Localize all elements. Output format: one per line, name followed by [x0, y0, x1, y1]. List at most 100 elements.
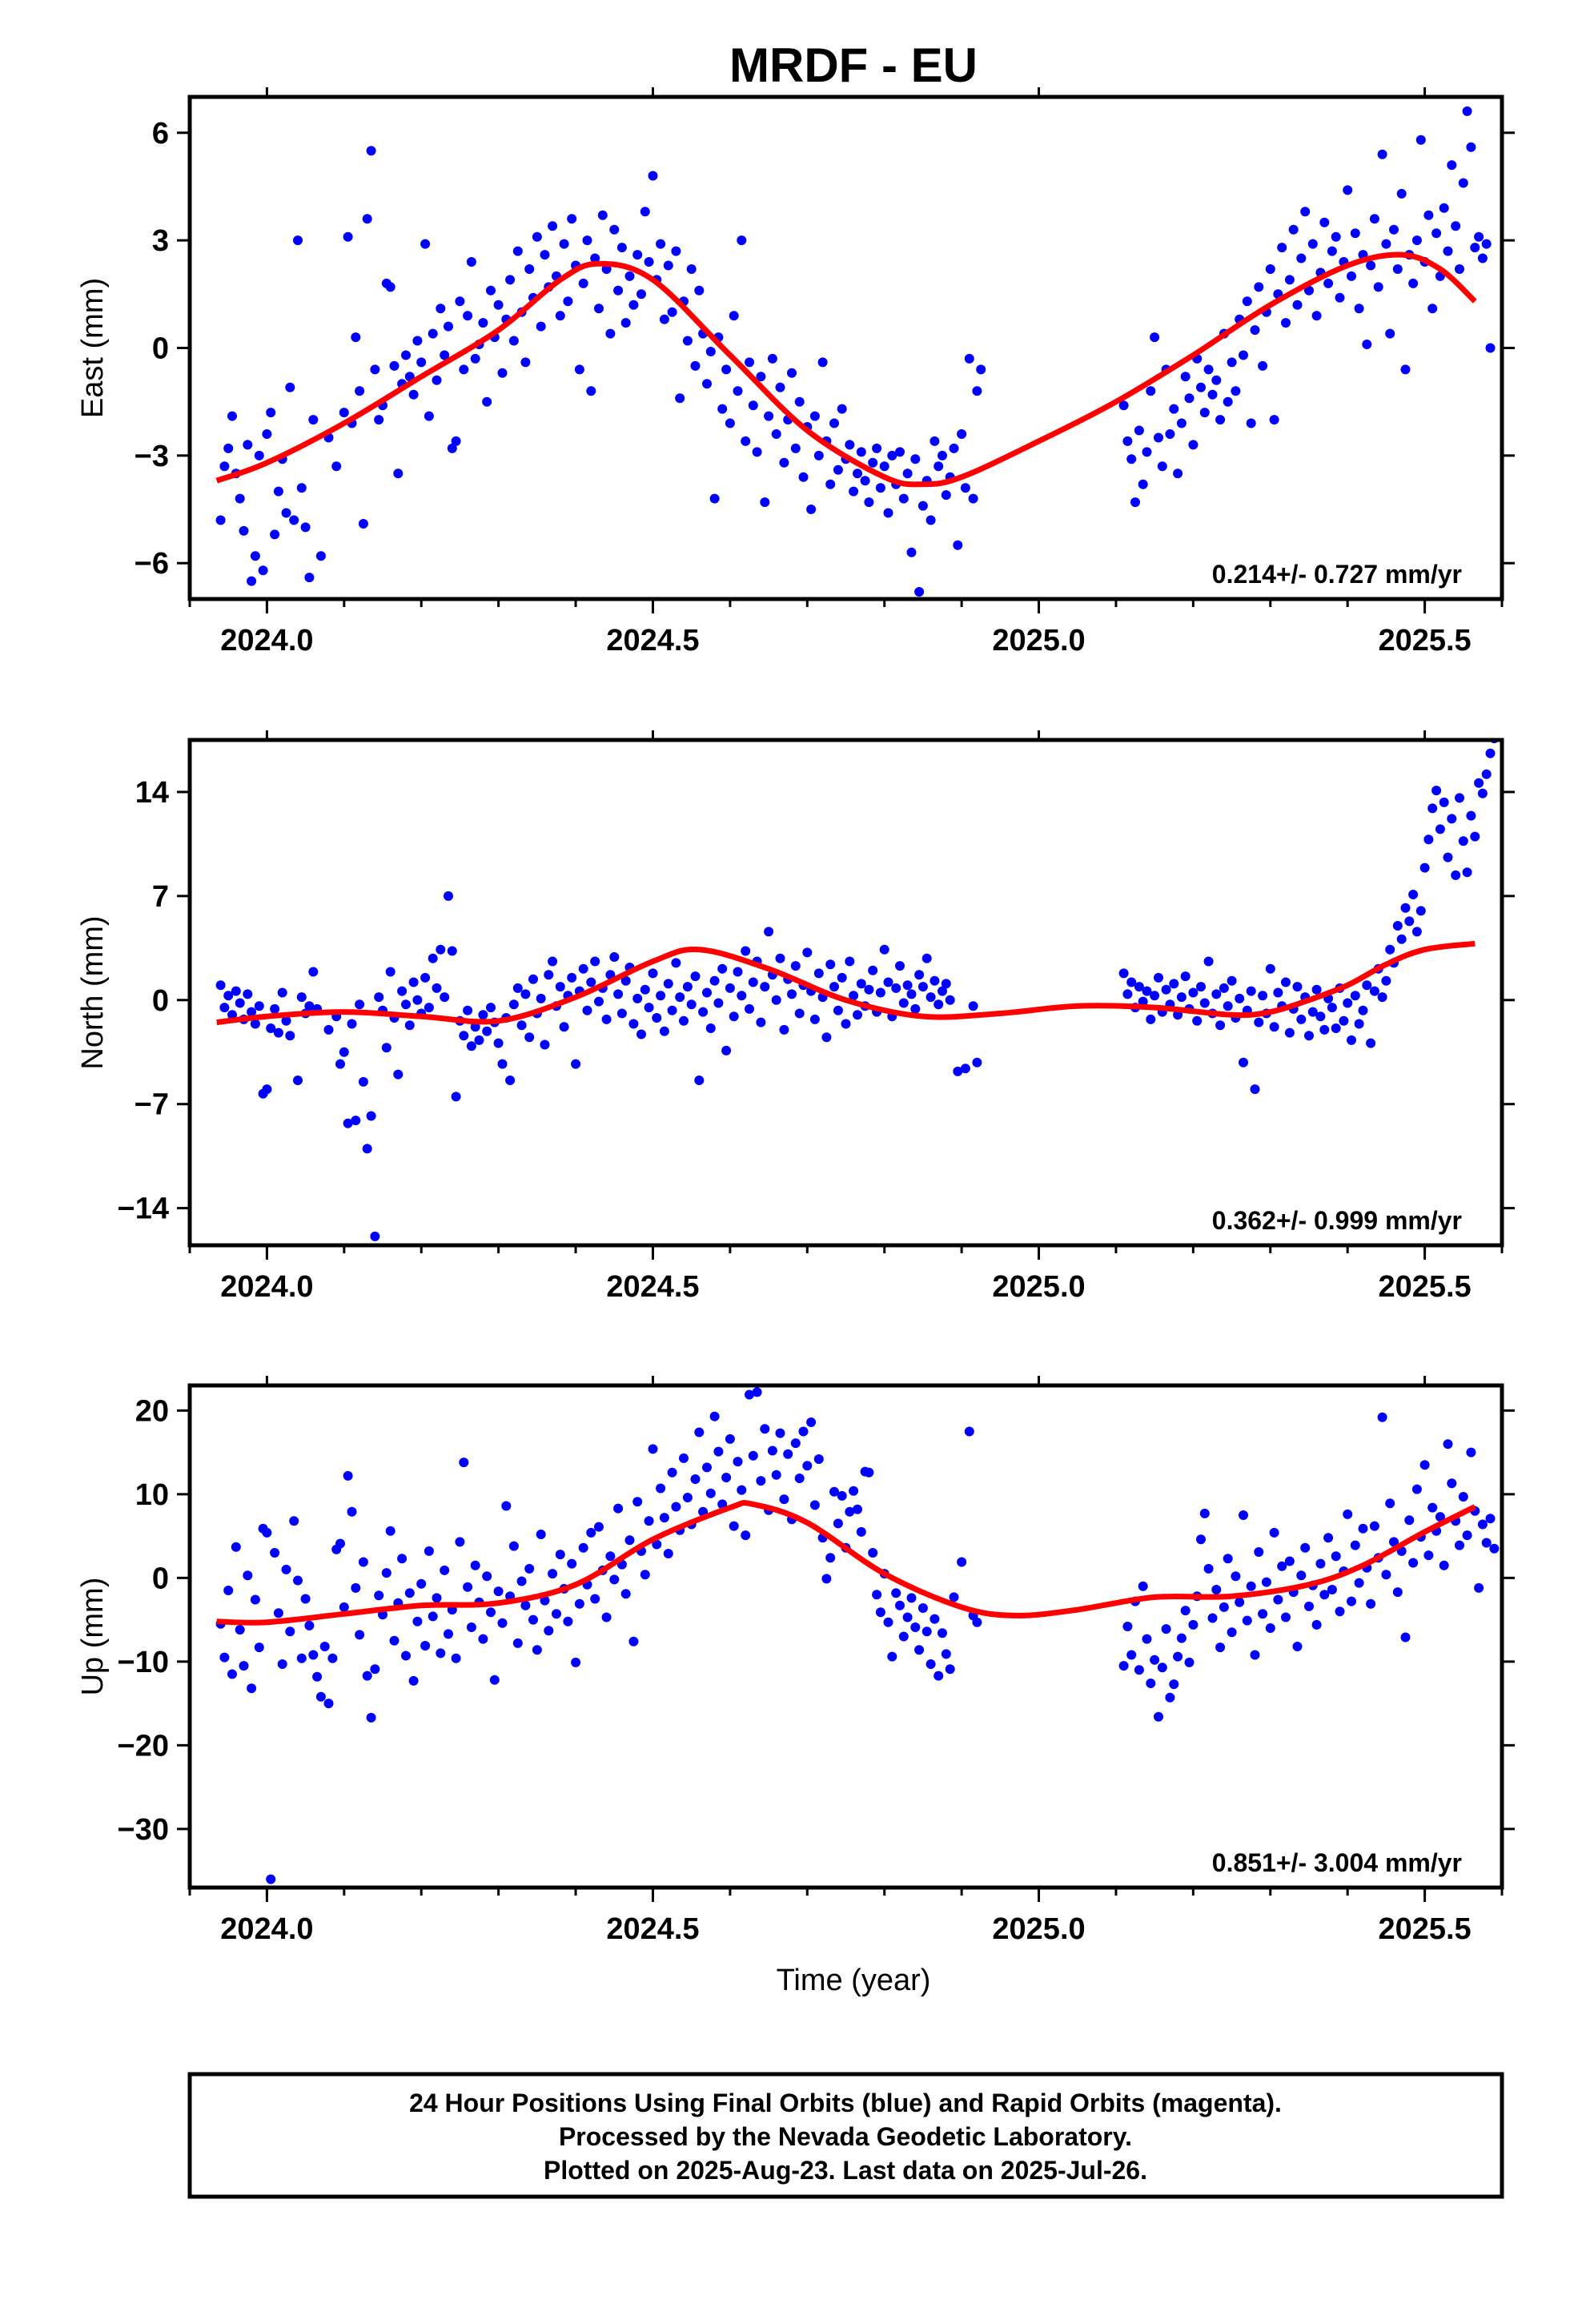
east-data-point: [748, 400, 758, 411]
east-data-point: [1180, 372, 1191, 382]
east-data-point: [1311, 311, 1322, 321]
up-data-point: [648, 1444, 658, 1454]
east-ytick-label: 6: [152, 117, 169, 151]
east-data-point: [941, 490, 951, 501]
east-data-point: [1451, 221, 1461, 231]
east-data-point: [686, 264, 697, 274]
east-data-point: [1319, 217, 1330, 227]
east-data-point: [702, 379, 712, 389]
east-data-point: [1134, 425, 1144, 436]
east-data-point: [775, 382, 785, 392]
north-data-point: [339, 1047, 349, 1057]
east-data-point: [239, 525, 249, 536]
up-data-point: [875, 1607, 885, 1618]
up-data-point: [351, 1582, 361, 1593]
up-data-point: [1481, 1538, 1492, 1548]
up-data-point: [1392, 1587, 1403, 1598]
north-data-point: [493, 1038, 504, 1048]
up-data-point: [934, 1671, 944, 1681]
east-data-point: [1142, 447, 1152, 457]
up-data-point: [231, 1542, 241, 1552]
east-data-point: [478, 318, 488, 328]
north-data-point: [1223, 1001, 1233, 1011]
east-data-point: [524, 264, 535, 274]
east-data-point: [1265, 264, 1275, 274]
up-data-point: [745, 1389, 754, 1400]
up-data-point: [223, 1586, 234, 1595]
up-data-point: [1254, 1547, 1264, 1557]
up-data-point: [910, 1622, 921, 1632]
up-data-point: [374, 1590, 384, 1601]
up-data-point: [235, 1625, 245, 1635]
north-data-point: [702, 987, 712, 998]
north-data-point: [713, 998, 724, 1008]
north-data-point: [567, 972, 577, 983]
east-data-point: [1199, 408, 1210, 418]
north-data-point: [451, 1092, 461, 1102]
north-data-point: [930, 975, 940, 986]
up-data-point: [524, 1563, 535, 1574]
east-data-point: [1455, 264, 1464, 274]
north-data-point: [1343, 998, 1353, 1008]
east-data-point: [1288, 224, 1299, 235]
up-data-point: [548, 1569, 558, 1579]
north-data-point: [1150, 991, 1160, 1001]
north-data-point: [682, 982, 693, 992]
east-data-point: [1400, 364, 1411, 375]
east-data-point: [559, 239, 569, 249]
north-data-point: [1485, 748, 1496, 758]
north-data-point: [582, 1005, 592, 1015]
up-data-point: [671, 1502, 681, 1512]
north-data-point: [941, 979, 951, 989]
footer-line-1: 24 Hour Positions Using Final Orbits (bl…: [409, 2089, 1282, 2117]
east-data-point: [285, 382, 295, 392]
north-data-point: [478, 1010, 488, 1020]
north-data-point: [1311, 984, 1322, 995]
north-data-point: [486, 1003, 496, 1013]
north-data-point: [1188, 987, 1199, 998]
east-data-point: [493, 300, 504, 310]
up-data-point: [1404, 1515, 1415, 1526]
up-data-point: [1427, 1502, 1438, 1513]
up-data-point: [926, 1659, 936, 1669]
east-data-point: [972, 386, 982, 396]
east-data-point: [957, 429, 967, 439]
east-data-point: [721, 364, 732, 375]
up-data-point: [358, 1557, 368, 1567]
east-data-point: [764, 411, 774, 421]
up-data-point: [497, 1618, 508, 1628]
north-ytick-label: 7: [152, 880, 169, 914]
up-data-point: [705, 1488, 716, 1498]
east-data-point: [1377, 149, 1387, 159]
east-data-point: [1157, 461, 1167, 472]
up-data-point: [887, 1651, 897, 1662]
up-data-point: [790, 1438, 801, 1449]
up-data-point: [1335, 1606, 1345, 1617]
up-ytick-label: −10: [118, 1646, 169, 1679]
up-data-point: [1126, 1650, 1137, 1660]
east-data-point: [717, 404, 728, 414]
north-data-point: [1281, 977, 1291, 987]
north-data-point: [1239, 1057, 1248, 1068]
north-data-point: [323, 1024, 334, 1035]
east-data-point: [532, 231, 542, 242]
up-data-point: [432, 1593, 442, 1603]
north-data-point: [853, 1010, 862, 1020]
up-data-point: [323, 1699, 334, 1709]
up-data-point: [1273, 1594, 1283, 1605]
east-data-point: [300, 522, 311, 533]
east-data-point: [806, 505, 817, 514]
north-data-point: [620, 975, 631, 986]
north-data-point: [277, 987, 287, 998]
up-data-point: [355, 1630, 365, 1640]
north-data-point: [1347, 1035, 1356, 1045]
up-data-point: [613, 1503, 624, 1514]
up-data-point: [902, 1612, 913, 1622]
north-data-point: [544, 970, 554, 980]
north-data-point: [1415, 906, 1426, 916]
north-data-point: [254, 1001, 264, 1011]
up-data-point: [444, 1629, 453, 1639]
east-data-point: [644, 257, 654, 267]
up-data-point: [1211, 1585, 1222, 1594]
north-data-point: [1250, 1084, 1260, 1095]
